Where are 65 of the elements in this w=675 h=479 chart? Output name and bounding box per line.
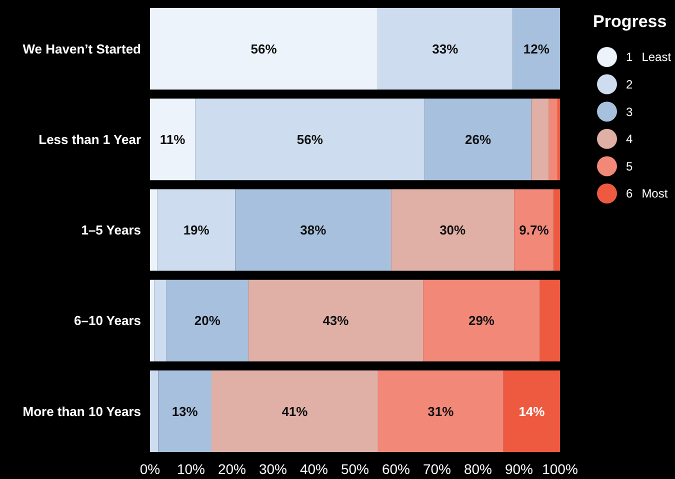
data-label: 13% <box>172 404 198 419</box>
x-tick-label: 60% <box>382 461 410 477</box>
bar <box>157 189 236 271</box>
data-label: 43% <box>322 313 350 328</box>
y-tick-label: 1–5 Years <box>81 222 141 238</box>
y-tick-label: More than 10 Years <box>22 404 141 419</box>
y-tick-label: Less than 1 Year <box>38 132 141 147</box>
x-tick-label: 30% <box>258 461 288 477</box>
x-tick-label: 70% <box>422 461 452 477</box>
data-label: 38% <box>300 222 327 238</box>
bar <box>150 8 378 90</box>
x-tick-label: 40% <box>300 461 328 477</box>
legend-label: 5 <box>626 159 633 174</box>
bar <box>150 189 158 271</box>
data-label: 26% <box>464 132 492 147</box>
data-label: 29% <box>468 313 495 328</box>
x-tick-label: 10% <box>176 461 206 477</box>
bar <box>195 98 425 180</box>
bar <box>166 280 248 362</box>
data-label: 33% <box>432 41 459 56</box>
bar <box>503 370 560 452</box>
data-label: 30% <box>440 222 466 238</box>
data-label: 56% <box>296 132 324 147</box>
bar <box>158 370 212 452</box>
data-label: 9.7% <box>519 222 550 238</box>
legend-label: 3 <box>626 104 633 119</box>
bar <box>235 189 392 271</box>
bar <box>154 280 166 362</box>
data-label: 11% <box>160 132 186 147</box>
x-tick-label: 80% <box>464 461 492 477</box>
bar <box>554 189 560 271</box>
x-tick-label: 50% <box>340 461 370 477</box>
bar <box>540 280 560 362</box>
data-label: 12% <box>523 41 550 56</box>
legend-label: 6 Most <box>626 186 668 201</box>
bar <box>531 98 549 180</box>
bar <box>378 370 504 452</box>
data-label: 56% <box>250 41 278 56</box>
data-label: 19% <box>183 222 210 238</box>
bar <box>391 189 514 271</box>
bar <box>248 280 424 362</box>
legend-label: 2 <box>626 78 633 92</box>
bar <box>212 370 378 452</box>
legend-label: 4 <box>626 132 633 146</box>
bar <box>424 98 532 180</box>
bar <box>514 189 554 271</box>
y-tick-label: 6–10 Years <box>74 313 141 328</box>
data-label: 20% <box>194 313 221 328</box>
bar <box>150 370 158 452</box>
x-tick-label: 0% <box>140 461 160 477</box>
legend-title: Progress <box>593 12 667 31</box>
x-tick-label: 90% <box>504 461 534 477</box>
data-label: 41% <box>282 404 308 419</box>
x-tick-label: 100% <box>542 461 578 477</box>
bar <box>378 8 513 90</box>
data-label: 14% <box>518 404 546 419</box>
y-tick-label: We Haven’t Started <box>22 41 142 56</box>
legend-label: 1 Least <box>626 50 672 64</box>
bar <box>512 8 560 90</box>
data-label: 31% <box>428 404 454 419</box>
bar <box>150 280 154 362</box>
bar <box>150 98 196 180</box>
bar <box>548 98 558 180</box>
bar <box>423 280 540 362</box>
x-tick-label: 20% <box>218 461 246 477</box>
